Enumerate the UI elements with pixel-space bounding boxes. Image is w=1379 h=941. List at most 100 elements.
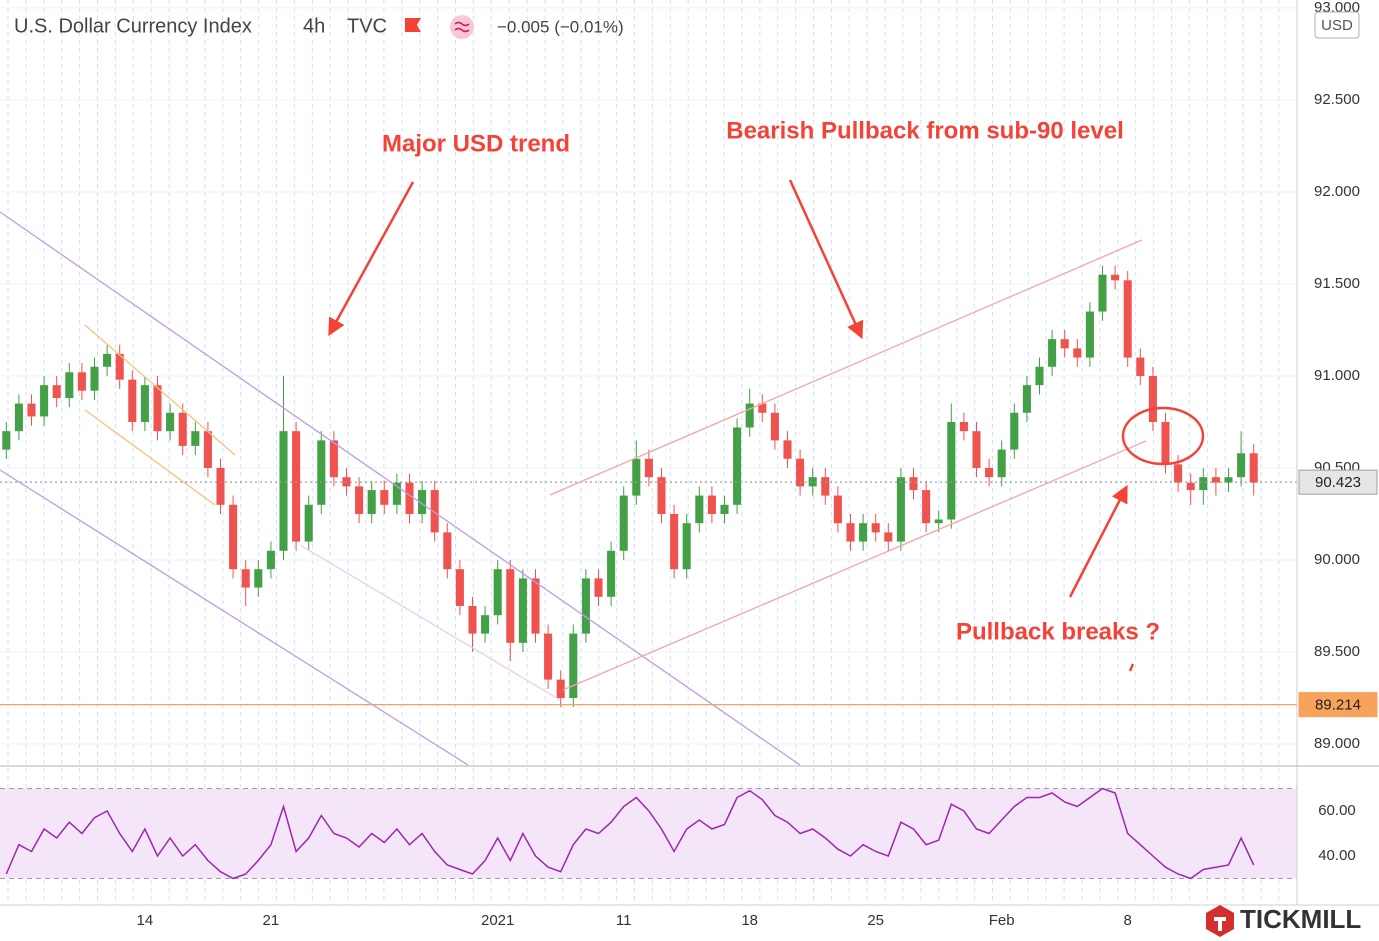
vertical-grid [7,0,1298,905]
flag-icon[interactable] [405,18,421,32]
candle-body [670,513,679,570]
candle-body [317,440,326,505]
highlight-circle [1121,406,1205,466]
candle-body [972,431,981,468]
price-axis [1297,0,1379,905]
candle-body [77,372,86,391]
candle-body [266,550,275,570]
candle-body [216,467,225,505]
candle-body [506,569,515,643]
channel-line [299,544,561,701]
candle-body [241,569,250,588]
candle-body [279,431,288,551]
candle-body [103,353,112,367]
candle-body [632,458,641,496]
candle-body [1123,280,1132,358]
candle-body [443,532,452,570]
candle-body [1085,311,1094,358]
candle-body [808,477,817,487]
y-tick-label: 90.000 [1314,551,1360,568]
x-tick-label: 21 [263,912,280,929]
candle-body [1048,339,1057,367]
candle-body [1060,339,1069,349]
candle-body [405,482,414,514]
candle-body [783,440,792,459]
channel-line [84,409,216,506]
candle-body [707,495,716,514]
y-tick-label: 89.000 [1314,735,1360,752]
candle-body [468,606,477,634]
candle-body [1148,375,1157,422]
indicator-icon[interactable] [450,15,474,39]
candle-body [657,477,666,514]
candle-body [140,385,149,422]
channel-line [84,324,236,456]
candle-body [1022,385,1031,413]
candle-body [153,385,162,432]
candle-body [733,427,742,505]
candle-body [493,569,502,616]
arrows [328,179,1135,672]
candle-body [40,385,49,417]
candle-body [833,495,842,524]
arrow [788,179,864,340]
candle-body [720,504,729,514]
x-tick-label: 18 [741,912,758,929]
y-tick-label: 89.500 [1314,643,1360,660]
x-tick-label: Feb [989,912,1015,929]
candle-body [821,477,830,496]
candle-body [191,431,200,446]
candle-body [329,440,338,478]
candle-body [1073,348,1082,358]
candle-body [430,490,439,533]
candle-body [27,403,36,417]
candle-body [518,578,527,643]
interval: 4h [303,15,325,37]
channel-line [549,239,1143,496]
header: U.S. Dollar Currency Index 4h TVC −0.005… [14,15,624,39]
y-tick-label: 40.00 [1318,847,1356,864]
candle-body [846,523,855,542]
candle-body [770,412,779,441]
x-tick-label: 11 [616,912,632,929]
candle-body [367,490,376,514]
candle-body [934,519,943,524]
candle-body [14,403,23,432]
source: TVC [347,15,387,37]
x-tick-label: 2021 [481,912,514,929]
candle-body [1098,274,1107,312]
candle-body [380,490,389,505]
channel-line [0,469,469,766]
brand-icon-glyph [1214,917,1226,931]
currency-badge[interactable] [1314,11,1360,39]
rsi-band [0,788,1297,879]
candle-body [796,458,805,487]
candle-body [619,495,628,551]
x-tick-label: 14 [137,912,154,929]
y-tick-label: 91.500 [1314,275,1360,292]
y-tick-label: 92.000 [1314,183,1360,200]
candle-body [922,490,931,524]
candle-body [166,412,175,432]
channel-line [0,211,801,766]
candle-body [1199,477,1208,491]
candle-body [90,366,99,391]
candle-body [1211,477,1220,483]
arrow [1068,484,1128,598]
candle-body [1186,482,1195,491]
candle-body [254,569,263,588]
candle-body [959,421,968,432]
arrow-stub [1128,663,1135,672]
y-tick-label: 91.000 [1314,367,1360,384]
candle-body [884,532,893,542]
price-tag-label: 89.214 [1315,697,1361,714]
currency: USD [1321,17,1353,34]
annotation: Pullback breaks ? [956,618,1160,645]
candle-body [909,477,918,491]
candle-body [985,467,994,478]
candle-body [594,578,603,597]
candle-body [947,421,956,520]
candle-body [1224,477,1233,483]
